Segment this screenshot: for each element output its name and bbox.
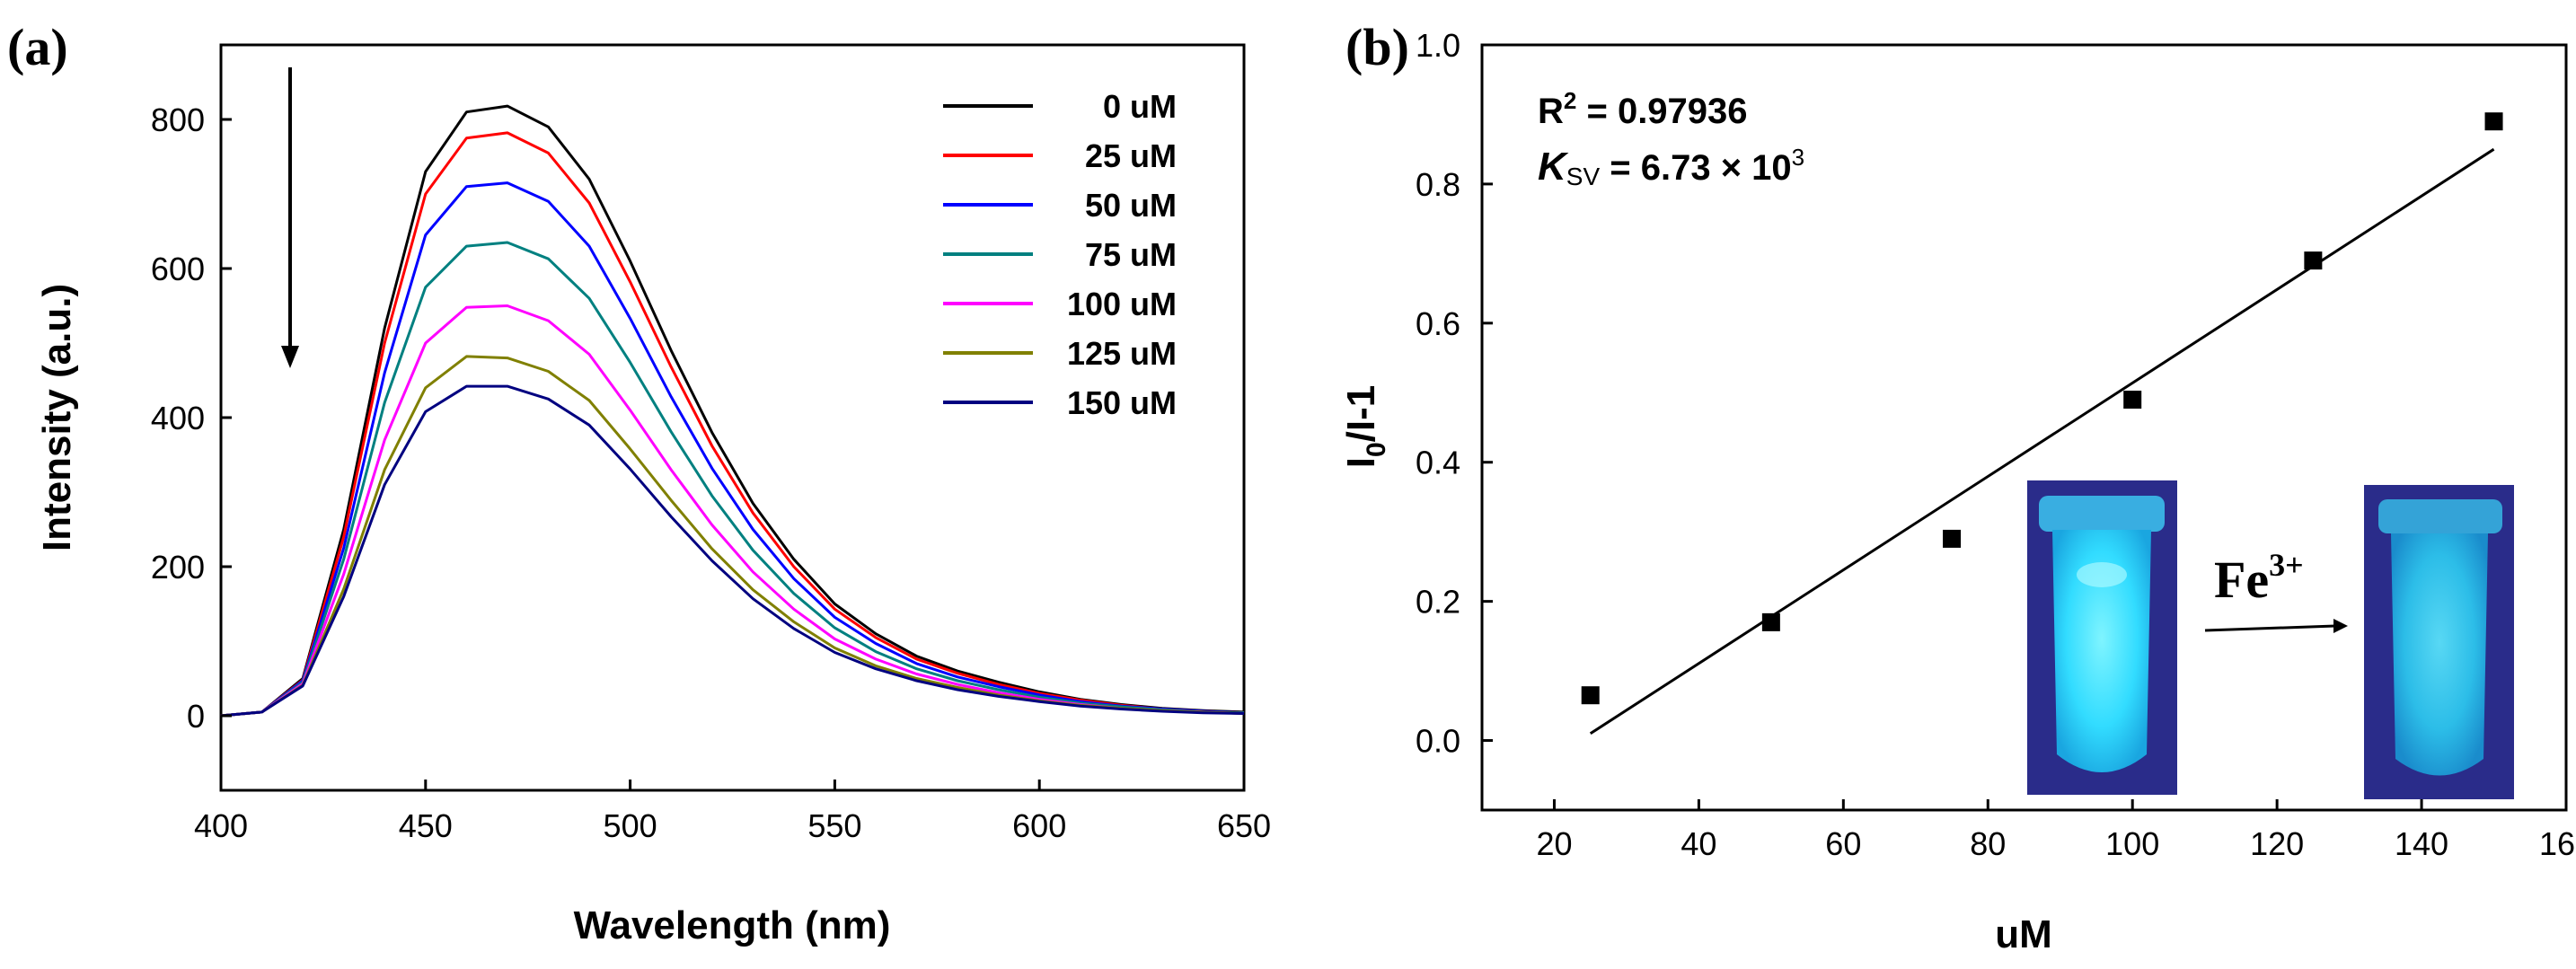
legend-label: 125 uM <box>1067 335 1177 372</box>
legend-label: 25 uM <box>1085 137 1177 174</box>
panel-a-label: (a) <box>7 18 68 76</box>
x-tick-label: 140 <box>2395 825 2448 862</box>
x-tick-label: 60 <box>1825 825 1861 862</box>
decrease-arrow-head <box>281 346 299 368</box>
chart-a: 400 450 500 550 600 650 0 200 400 600 800 Wavelen… <box>35 43 1271 947</box>
data-point <box>2484 112 2503 131</box>
x-tick-label: 450 <box>399 807 453 844</box>
series-line-3 <box>220 241 1245 718</box>
legend-label: 0 uM <box>1103 88 1177 125</box>
reaction-arrow-head <box>2333 619 2348 633</box>
y-tick-label: 0.8 <box>1416 166 1460 203</box>
chart-a-x-ticks: 400 450 500 550 600 650 <box>194 780 1271 844</box>
chart-a-ylabel: Intensity (a.u.) <box>35 284 79 551</box>
chart-b-ylabel: I0/I-1 <box>1339 385 1391 469</box>
x-tick-label: 160 <box>2539 825 2576 862</box>
x-tick-label: 120 <box>2250 825 2304 862</box>
r-squared-annotation: R2 = 0.97936 <box>1538 87 1748 131</box>
legend-label: 50 uM <box>1085 187 1177 224</box>
legend-label: 100 uM <box>1067 286 1177 322</box>
x-tick-label: 600 <box>1012 807 1066 844</box>
data-point <box>1943 529 1962 548</box>
y-tick-label: 400 <box>151 400 205 436</box>
x-tick-label: 500 <box>604 807 657 844</box>
y-tick-label: 0.4 <box>1416 445 1460 481</box>
chart-b-x-ticks: 20 40 60 80 100 120 140 160 <box>1536 799 2576 862</box>
x-tick-label: 20 <box>1536 825 1572 862</box>
y-tick-label: 600 <box>151 251 205 287</box>
ksv-annotation: KSV = 6.73 × 103 <box>1538 144 1804 190</box>
chart-b-y-ticks: 0.0 0.2 0.4 0.6 0.8 1.0 <box>1416 27 1493 760</box>
legend-label: 150 uM <box>1067 384 1177 421</box>
x-tick-label: 100 <box>2105 825 2159 862</box>
y-tick-label: 0.6 <box>1416 305 1460 342</box>
data-point <box>1581 686 1600 705</box>
series-line-6 <box>220 384 1245 718</box>
chart-b-xlabel: uM <box>1995 912 2052 956</box>
x-tick-label: 40 <box>1681 825 1716 862</box>
chart-a-y-ticks: 0 200 400 600 800 <box>151 101 232 735</box>
legend-label: 75 uM <box>1085 236 1177 273</box>
chart-a-legend: 0 uM 25 uM 50 uM 75 uM 100 uM 125 uM 150 uM <box>943 88 1177 421</box>
chart-b-frame <box>1480 43 2568 812</box>
vial-photo-before <box>2027 480 2177 795</box>
x-tick-label: 400 <box>194 807 248 844</box>
chart-b-points <box>1581 112 2503 705</box>
data-point <box>1761 612 1780 631</box>
x-tick-label: 80 <box>1970 825 2006 862</box>
series-line-1 <box>220 131 1245 718</box>
vial-photo-after <box>2364 485 2514 799</box>
y-tick-label: 0.0 <box>1416 723 1460 760</box>
x-tick-label: 650 <box>1217 807 1271 844</box>
x-tick-label: 550 <box>807 807 861 844</box>
series-line-2 <box>220 181 1245 718</box>
y-tick-label: 200 <box>151 549 205 586</box>
panel-b-label: (b) <box>1345 18 1409 76</box>
data-point <box>2304 251 2323 270</box>
y-tick-label: 800 <box>151 101 205 138</box>
fit-line <box>1589 147 2495 736</box>
data-point <box>2123 391 2142 410</box>
y-tick-label: 1.0 <box>1416 27 1460 64</box>
y-tick-label: 0.2 <box>1416 584 1460 621</box>
y-tick-label: 0 <box>187 698 205 735</box>
chart-a-series-group <box>220 104 1245 718</box>
chart-a-xlabel: Wavelength (nm) <box>574 903 891 947</box>
fe3-label: Fe3+ <box>2214 547 2304 609</box>
reaction-arrow-shaft <box>2204 624 2336 632</box>
